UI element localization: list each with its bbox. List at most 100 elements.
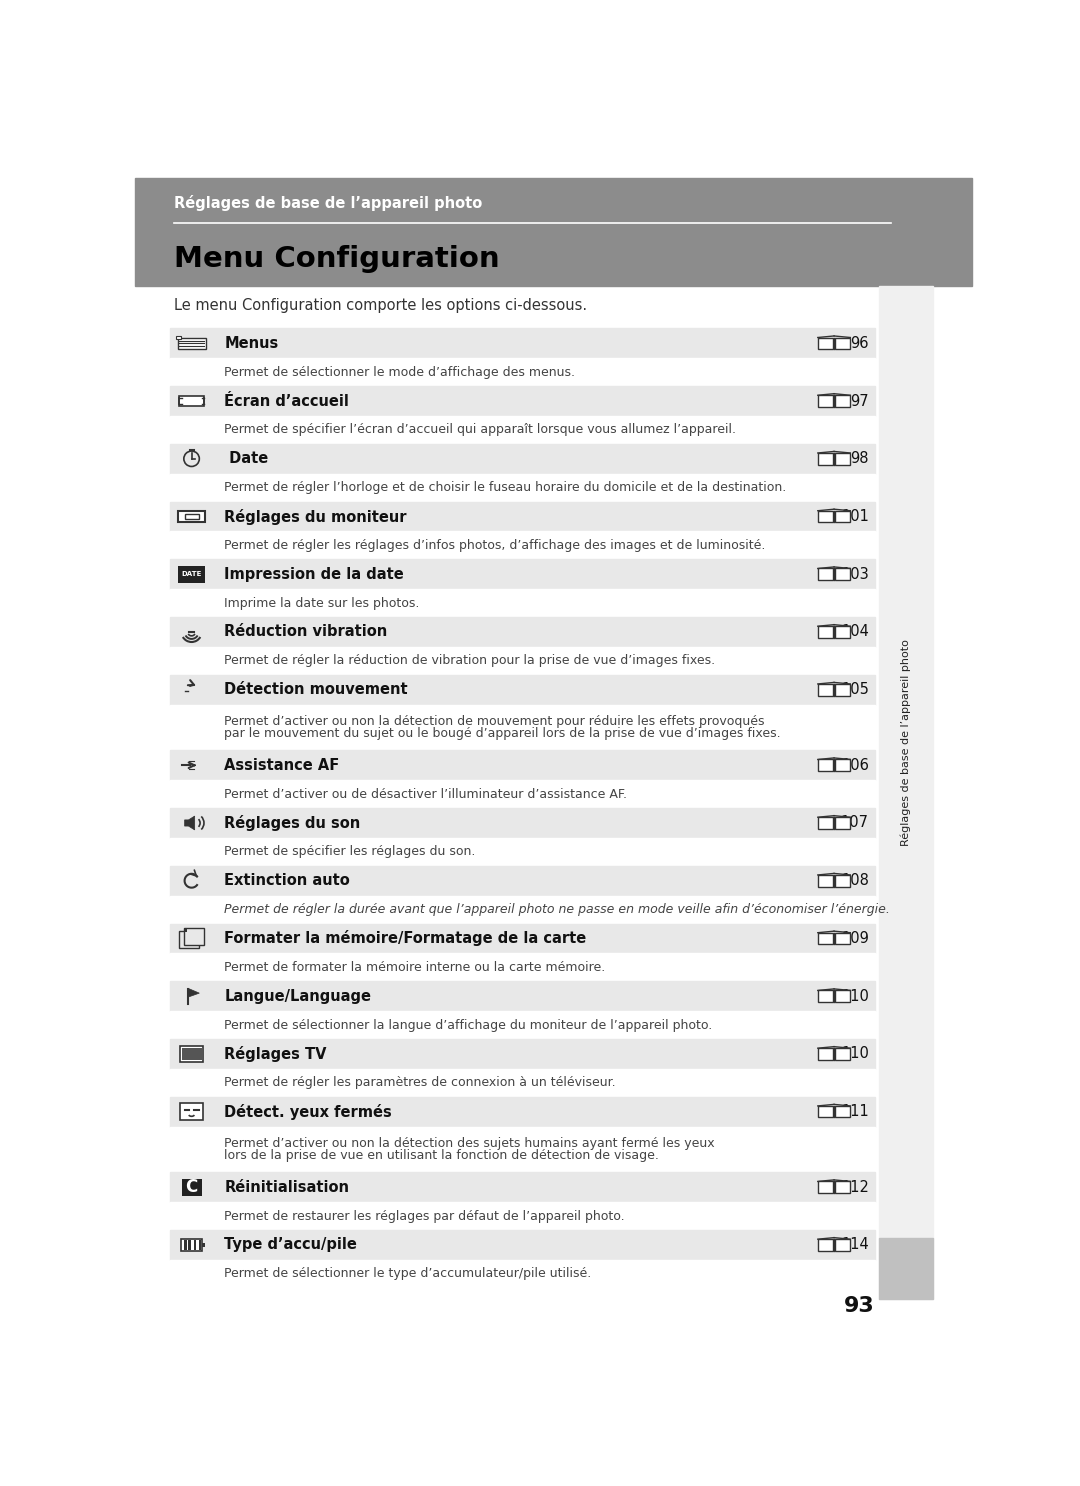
Bar [180, 1239, 202, 1251]
Text: par le mouvement du sujet ou le bougé d’appareil lors de la prise de vue d’image: par le mouvement du sujet ou le bougé d’… [225, 727, 781, 740]
Text: 101: 101 [841, 510, 869, 525]
FancyBboxPatch shape [818, 991, 834, 1002]
Text: Permet d’activer ou non la détection des sujets humains ayant fermé les yeux: Permet d’activer ou non la détection des… [225, 1137, 715, 1150]
FancyBboxPatch shape [818, 395, 834, 407]
Text: 114: 114 [841, 1238, 869, 1253]
FancyBboxPatch shape [818, 1048, 834, 1060]
Text: Menus: Menus [225, 336, 279, 351]
Bar [170, 1068, 875, 1097]
Bar [202, 1242, 205, 1247]
Bar [170, 1230, 875, 1260]
Bar [178, 566, 205, 583]
Text: 110: 110 [841, 1046, 869, 1061]
Bar [170, 1010, 875, 1039]
Text: Réglages de base de l’appareil photo: Réglages de base de l’appareil photo [901, 639, 912, 847]
Bar [184, 929, 187, 932]
Text: Permet de régler la durée avant que l’appareil photo ne passe en mode veille afi: Permet de régler la durée avant que l’ap… [225, 903, 890, 915]
FancyBboxPatch shape [818, 569, 834, 580]
Text: 97: 97 [850, 394, 869, 409]
FancyBboxPatch shape [835, 1048, 850, 1060]
Bar [179, 930, 200, 948]
FancyBboxPatch shape [835, 684, 850, 695]
Text: Réinitialisation: Réinitialisation [225, 1180, 349, 1195]
Text: Permet de spécifier l’écran d’accueil qui apparaît lorsque vous allumez l’appare: Permet de spécifier l’écran d’accueil qu… [225, 424, 737, 437]
Text: 93: 93 [845, 1296, 875, 1315]
Bar [170, 1202, 875, 1230]
Bar [189, 1239, 191, 1250]
Text: 108: 108 [841, 874, 869, 889]
FancyBboxPatch shape [818, 759, 834, 771]
Bar [177, 337, 205, 349]
Bar [170, 838, 875, 866]
Bar [170, 646, 875, 675]
Polygon shape [185, 816, 194, 829]
FancyBboxPatch shape [835, 759, 850, 771]
FancyBboxPatch shape [835, 933, 850, 944]
FancyBboxPatch shape [835, 1239, 850, 1251]
Bar [170, 1039, 875, 1068]
FancyBboxPatch shape [835, 1181, 850, 1193]
FancyBboxPatch shape [835, 569, 850, 580]
Text: 112: 112 [841, 1180, 869, 1195]
Bar [170, 675, 875, 704]
Text: Type d’accu/pile: Type d’accu/pile [225, 1238, 357, 1253]
Text: 109: 109 [841, 930, 869, 947]
Bar [170, 704, 875, 750]
Bar [184, 1239, 187, 1250]
Text: Permet de formater la mémoire interne ou la carte mémoire.: Permet de formater la mémoire interne ou… [225, 961, 606, 973]
FancyBboxPatch shape [835, 511, 850, 522]
Bar [170, 328, 875, 358]
Text: Détection mouvement: Détection mouvement [225, 682, 408, 697]
Text: Permet de régler les réglages d’infos photos, d’affichage des images et de lumin: Permet de régler les réglages d’infos ph… [225, 539, 766, 551]
Text: Réglages TV: Réglages TV [225, 1046, 326, 1062]
Bar [193, 1239, 197, 1250]
Text: 111: 111 [841, 1104, 869, 1119]
Text: 107: 107 [841, 816, 869, 831]
Text: Formater la mémoire/Formatage de la carte: Formater la mémoire/Formatage de la cart… [225, 930, 586, 947]
Bar [170, 896, 875, 924]
Text: Le menu Configuration comporte les options ci-dessous.: Le menu Configuration comporte les optio… [174, 297, 586, 314]
Bar [170, 954, 875, 981]
FancyBboxPatch shape [818, 684, 834, 695]
Bar [135, 178, 972, 287]
Text: Permet de sélectionner le mode d’affichage des menus.: Permet de sélectionner le mode d’afficha… [225, 366, 576, 379]
FancyBboxPatch shape [818, 1239, 834, 1251]
FancyBboxPatch shape [818, 1106, 834, 1117]
Bar [170, 780, 875, 808]
Text: lors de la prise de vue en utilisant la fonction de détection de visage.: lors de la prise de vue en utilisant la … [225, 1149, 659, 1162]
Bar [170, 808, 875, 838]
FancyBboxPatch shape [818, 626, 834, 637]
Text: 110: 110 [841, 988, 869, 1003]
Bar [180, 1046, 203, 1061]
Bar [178, 511, 205, 522]
FancyBboxPatch shape [835, 817, 850, 829]
FancyBboxPatch shape [835, 626, 850, 637]
Text: 104: 104 [841, 624, 869, 639]
Bar [170, 386, 875, 416]
Bar [176, 336, 180, 339]
Bar [170, 502, 875, 532]
Bar [170, 866, 875, 896]
Text: Réglages du moniteur: Réglages du moniteur [225, 508, 407, 525]
Text: Réglages de base de l’appareil photo: Réglages de base de l’appareil photo [174, 195, 482, 211]
Polygon shape [189, 988, 200, 997]
FancyBboxPatch shape [818, 817, 834, 829]
Text: Menu Configuration: Menu Configuration [174, 245, 499, 273]
Text: Permet de régler l’horloge et de choisir le fuseau horaire du domicile et de la : Permet de régler l’horloge et de choisir… [225, 481, 786, 495]
Text: DATE: DATE [181, 571, 202, 577]
Text: Impression de la date: Impression de la date [225, 566, 404, 581]
Bar [170, 1097, 875, 1126]
Text: 96: 96 [850, 336, 869, 351]
Text: Langue/Language: Langue/Language [225, 988, 372, 1003]
Bar [180, 1103, 203, 1120]
FancyBboxPatch shape [818, 511, 834, 522]
Bar [181, 1048, 202, 1060]
FancyBboxPatch shape [818, 453, 834, 465]
FancyBboxPatch shape [835, 1106, 850, 1117]
FancyBboxPatch shape [818, 933, 834, 944]
Bar [879, 1238, 933, 1299]
Text: 98: 98 [850, 452, 869, 467]
Bar [170, 358, 875, 386]
Text: Détect. yeux fermés: Détect. yeux fermés [225, 1104, 392, 1119]
Text: Écran d’accueil: Écran d’accueil [225, 394, 349, 409]
